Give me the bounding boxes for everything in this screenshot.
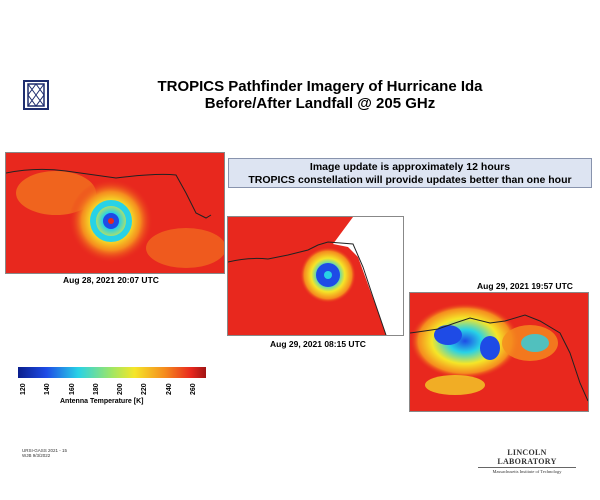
imagery-panel-1 xyxy=(5,152,225,274)
footnote: URSI-GASS 2021 - 15 WJB 9/3/2022 xyxy=(22,448,67,458)
colorbar-tick-label: 220 xyxy=(141,383,149,395)
lincoln-lab-logo-icon xyxy=(23,80,49,110)
colorbar xyxy=(18,367,206,378)
footnote-line-2: WJB 9/3/2022 xyxy=(22,453,51,458)
imagery-panel-3 xyxy=(409,292,589,412)
hurricane-map-3 xyxy=(410,293,588,411)
update-callout: Image update is approximately 12 hours T… xyxy=(228,158,592,188)
colorbar-tick-label: 120 xyxy=(20,383,27,395)
colorbar-label: Antenna Temperature [K] xyxy=(60,398,144,405)
colorbar-tick-label: 200 xyxy=(117,383,125,395)
callout-line-1: Image update is approximately 12 hours xyxy=(309,161,511,173)
panel-1-caption: Aug 28, 2021 20:07 UTC xyxy=(63,275,159,285)
colorbar-tick-label: 180 xyxy=(92,383,100,395)
colorbar-tick-label: 240 xyxy=(165,383,173,395)
brand-name: LINCOLN LABORATORY xyxy=(497,448,557,466)
hurricane-map-1 xyxy=(6,153,224,273)
hurricane-map-2 xyxy=(228,217,403,335)
title-line-1: TROPICS Pathfinder Imagery of Hurricane … xyxy=(157,78,483,95)
title-line-2: Before/After Landfall @ 205 GHz xyxy=(204,95,436,112)
colorbar-tick-label: 140 xyxy=(44,383,52,395)
panel-2-caption: Aug 29, 2021 08:15 UTC xyxy=(270,339,366,349)
panel-3-caption: Aug 29, 2021 19:57 UTC xyxy=(477,281,573,291)
brand-subtitle: Massachusetts Institute of Technology xyxy=(478,467,576,474)
page-title: TROPICS Pathfinder Imagery of Hurricane … xyxy=(80,78,560,112)
imagery-panel-2 xyxy=(227,216,404,336)
footnote-line-1: URSI-GASS 2021 - 15 xyxy=(22,448,68,453)
callout-line-2: TROPICS constellation will provide updat… xyxy=(248,174,572,186)
colorbar-tick-label: 160 xyxy=(68,383,76,395)
colorbar-tick-label: 260 xyxy=(190,383,197,395)
lincoln-lab-brand: LINCOLN LABORATORY Massachusetts Institu… xyxy=(478,448,576,474)
